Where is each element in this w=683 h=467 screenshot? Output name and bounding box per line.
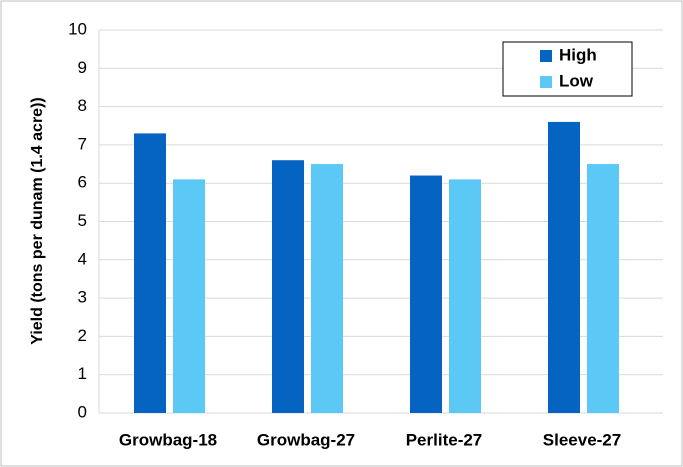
y-tick-label: 4 — [78, 249, 87, 268]
bar — [410, 175, 442, 413]
x-tick-label: Perlite-27 — [406, 430, 483, 449]
legend-label: High — [559, 45, 597, 64]
y-tick-label: 5 — [78, 211, 87, 230]
y-tick-label: 7 — [78, 134, 87, 153]
x-tick-label: Sleeve-27 — [543, 430, 621, 449]
y-axis-title: Yield (tons per dunam (1.4 acre)) — [29, 97, 46, 344]
y-tick-label: 3 — [78, 288, 87, 307]
x-tick-label: Growbag-18 — [119, 430, 217, 449]
y-tick-label: 10 — [68, 19, 87, 38]
legend-swatch — [540, 76, 552, 88]
y-tick-label: 1 — [78, 364, 87, 383]
y-tick-label: 2 — [78, 326, 87, 345]
y-tick-label: 6 — [78, 173, 87, 192]
y-tick-label: 8 — [78, 96, 87, 115]
bar — [272, 160, 304, 413]
bar — [134, 133, 166, 413]
legend-box — [502, 41, 633, 97]
bar — [173, 179, 205, 413]
y-tick-label: 9 — [78, 58, 87, 77]
bar — [311, 164, 343, 413]
bar — [548, 121, 580, 414]
y-tick-label: 0 — [78, 402, 87, 421]
legend-swatch — [540, 50, 552, 62]
x-tick-label: Growbag-27 — [257, 430, 355, 449]
legend-label: Low — [559, 71, 594, 90]
bar — [587, 164, 619, 413]
bar — [449, 179, 481, 413]
